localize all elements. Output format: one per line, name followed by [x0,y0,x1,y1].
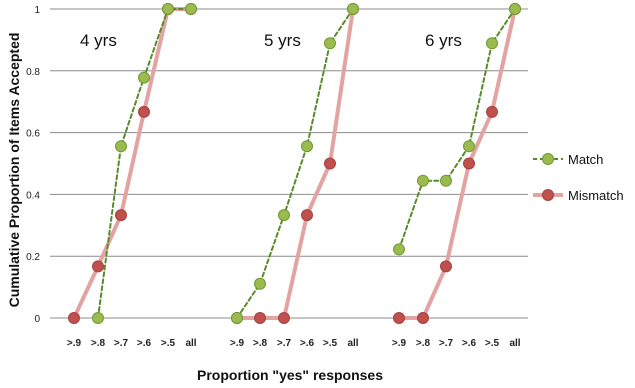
match-point [92,312,104,324]
mismatch-line [72,7,193,320]
x-tick-label: >.8 [91,338,106,349]
x-tick-label: all [185,338,196,349]
x-tick-label: >.7 [277,338,292,349]
x-tick-label: >.5 [485,338,500,349]
match-point [417,174,429,187]
legend-mismatch-label: Mismatch [568,188,624,203]
y-tick-label: 0 [34,314,40,325]
match-point [509,3,521,15]
match-line [236,8,354,319]
match-point [254,277,266,290]
mismatch-point [278,312,290,324]
legend-match-marker [542,153,554,165]
plot-series [68,3,521,324]
match-point [347,3,359,15]
mismatch-point [463,157,475,170]
y-tick-label: 0.8 [26,67,40,78]
match-point [486,37,498,50]
match-point [463,140,475,153]
match-line [97,8,192,319]
y-tick-label: 0.6 [26,129,40,140]
match-point [162,3,174,15]
mismatch-point [138,105,150,118]
panel-2 [231,3,359,324]
match-point [138,71,150,84]
match-point [231,312,243,324]
panel-labels: 4 yrs 5 yrs 6 yrs [80,31,462,50]
match-point [185,3,197,15]
x-tick-label: >.5 [161,338,176,349]
x-tick-label: >.7 [114,338,129,349]
match-point [115,140,127,153]
mismatch-point [115,209,127,222]
mismatch-point [440,260,452,273]
x-tick-label: all [509,338,520,349]
legend: Match Mismatch [533,152,624,203]
mismatch-point [254,312,266,324]
y-axis-ticks: 0 0.2 0.4 0.6 0.8 1 [26,5,40,325]
mismatch-point [393,312,405,324]
legend-item-match: Match [533,152,603,167]
y-tick-label: 0.4 [26,190,40,201]
x-tick-label: >.8 [253,338,268,349]
x-tick-label: >.8 [416,338,431,349]
legend-match-label: Match [568,152,603,167]
x-axis-ticks: >.9 >.8 >.7 >.6 >.5 all >.9 >.8 >.7 >.6 >.5 all >.9 >… [67,338,521,349]
x-tick-label: >.7 [439,338,454,349]
y-tick-label: 0.2 [26,252,40,263]
x-tick-label: >.9 [67,338,82,349]
x-axis-title: Proportion "yes" responses [197,367,383,383]
match-point [301,140,313,153]
y-axis-title: Cumulative Proportion of Items Accepted [6,33,22,308]
y-tick-label: 1 [34,5,40,16]
mismatch-point [92,260,104,273]
match-point [278,209,290,222]
x-tick-label: >.6 [300,338,315,349]
x-tick-label: >.9 [230,338,245,349]
x-tick-label: all [347,338,358,349]
x-tick-label: >.9 [392,338,407,349]
legend-item-mismatch: Mismatch [533,188,624,203]
panel-label-2: 5 yrs [264,31,301,50]
x-tick-label: >.6 [137,338,152,349]
legend-mismatch-marker [542,189,554,201]
panel-label-3: 6 yrs [425,31,462,50]
panel-3 [393,3,521,324]
match-point [324,37,336,50]
gridlines [50,8,528,319]
mismatch-point [417,312,429,324]
panel-label-1: 4 yrs [80,31,117,50]
match-point [393,243,405,256]
match-point [440,174,452,187]
panel-1 [68,3,197,324]
mismatch-point [68,312,80,324]
x-tick-label: >.6 [462,338,477,349]
mismatch-point [324,157,336,170]
mismatch-point [301,209,313,222]
match-line [398,8,516,251]
mismatch-point [486,105,498,118]
x-tick-label: >.5 [323,338,338,349]
